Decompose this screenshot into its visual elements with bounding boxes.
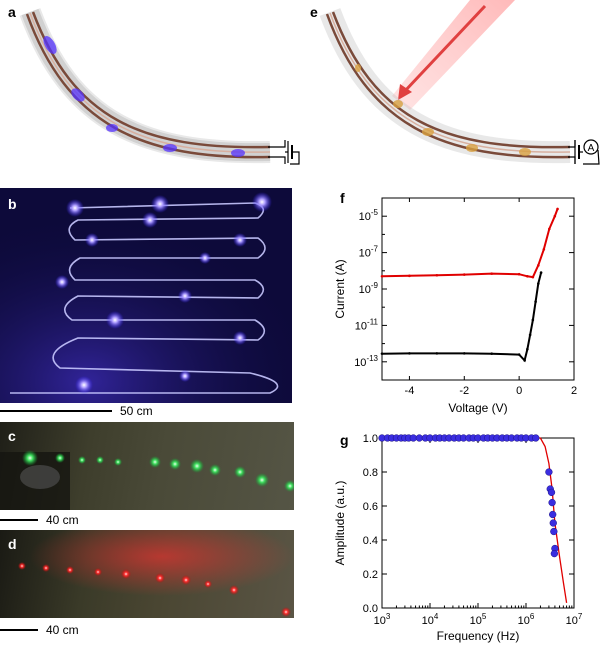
iv-series-1-point bbox=[528, 333, 532, 337]
iv-series-0-point bbox=[526, 274, 529, 278]
amplitude-chart: 103 104 105 106 107 0.0 0.2 0.4 0.6 0.8 1.0 Freque… bbox=[333, 433, 583, 643]
iv-series-1-point bbox=[435, 352, 439, 355]
amp-xlabel: Frequency (Hz) bbox=[437, 629, 520, 643]
panel-label-g: g bbox=[340, 432, 349, 448]
iv-series-1-point bbox=[531, 318, 535, 322]
green-glowing-points bbox=[22, 450, 294, 492]
amp-data-point bbox=[545, 468, 553, 476]
laser-arrow bbox=[402, 4, 487, 94]
amp-plot-frame bbox=[381, 437, 575, 609]
panel-b-photo bbox=[0, 188, 292, 403]
amp-xtick-label: 104 bbox=[422, 612, 439, 627]
iv-series-1-point bbox=[537, 282, 540, 285]
iv-series-1-point bbox=[517, 353, 521, 356]
iv-series-0-point bbox=[435, 273, 439, 277]
amp-ytick-label: 0.4 bbox=[363, 535, 378, 547]
scale-bar-b bbox=[0, 410, 112, 412]
ammeter-label: A bbox=[588, 143, 595, 154]
amp-ytick-label: 0.8 bbox=[363, 467, 378, 479]
amp-ytick-label: 0.0 bbox=[363, 603, 378, 615]
scale-bar-d bbox=[0, 629, 38, 631]
scale-label-b: 50 cm bbox=[120, 404, 153, 418]
yellow-spots bbox=[355, 64, 531, 156]
iv-series-0-point bbox=[380, 274, 384, 278]
iv-series-0-point bbox=[462, 273, 466, 276]
amp-ytick-label: 0.6 bbox=[363, 501, 378, 513]
iv-series-0-point bbox=[490, 272, 494, 275]
panel-label-f: f bbox=[340, 190, 345, 206]
ammeter-circuit-icon bbox=[568, 139, 600, 165]
iv-series-0-point bbox=[531, 275, 535, 279]
iv-xtick-label: -2 bbox=[459, 385, 469, 397]
iv-series-1-line bbox=[381, 272, 543, 363]
iv-series-0-line bbox=[381, 208, 559, 279]
scale-label-d: 40 cm bbox=[46, 623, 79, 637]
amp-data-point bbox=[548, 498, 556, 507]
iv-series-1-point bbox=[526, 347, 529, 351]
iv-xtick-label: 0 bbox=[516, 385, 522, 397]
iv-series-0-point bbox=[537, 264, 540, 267]
panel-d-photo bbox=[0, 530, 294, 618]
iv-series-0-point bbox=[556, 207, 559, 211]
panel-e-fiber-schematic: A bbox=[319, 0, 600, 165]
iv-series-1-point bbox=[490, 352, 494, 355]
amp-xtick-label: 107 bbox=[566, 612, 583, 627]
amp-data-point bbox=[549, 519, 557, 527]
amp-ylabel: Amplitude (a.u.) bbox=[333, 481, 347, 566]
iv-ytick-label: 10-13 bbox=[354, 354, 378, 369]
iv-ylabel: Current (A) bbox=[333, 259, 347, 318]
amp-fit-line bbox=[382, 437, 568, 604]
amp-data-point bbox=[549, 510, 557, 519]
glowing-points bbox=[55, 192, 272, 394]
panel-label-e: e bbox=[310, 4, 318, 20]
iv-ytick-label: 10-5 bbox=[359, 208, 379, 223]
iv-series-0-point bbox=[517, 272, 521, 276]
iv-series-0-point bbox=[553, 214, 557, 218]
iv-series-0-point bbox=[542, 248, 546, 251]
blue-light-spots bbox=[43, 35, 245, 157]
panel-label-c: c bbox=[8, 428, 16, 444]
amp-data-point bbox=[532, 434, 540, 442]
iv-series-1-point bbox=[523, 359, 526, 362]
iv-series-1-point bbox=[539, 271, 543, 274]
laser-beam bbox=[392, 0, 515, 110]
iv-ytick-label: 10-9 bbox=[359, 281, 379, 296]
amp-data-point bbox=[547, 488, 556, 497]
battery-circuit-icon bbox=[268, 140, 300, 165]
amp-ytick-label: 1.0 bbox=[363, 433, 378, 445]
red-glowing-points bbox=[18, 562, 291, 617]
iv-xtick-label: 2 bbox=[571, 385, 577, 397]
iv-series-0-point bbox=[408, 274, 411, 278]
iv-series-1-point bbox=[408, 352, 411, 355]
iv-series-0-point bbox=[548, 227, 551, 231]
panel-label-a: a bbox=[8, 4, 16, 20]
iv-xtick-label: -4 bbox=[405, 385, 415, 397]
iv-xlabel: Voltage (V) bbox=[448, 401, 507, 415]
iv-ytick-label: 10-11 bbox=[355, 317, 379, 332]
scale-label-c: 40 cm bbox=[46, 513, 79, 527]
amp-data-point bbox=[550, 549, 559, 558]
iv-chart: -4 -2 0 2 10-5 10-7 10-9 10-11 10-13 Voltage (V)… bbox=[333, 197, 577, 415]
amp-data-point bbox=[550, 527, 558, 536]
amp-ytick-label: 0.2 bbox=[363, 569, 378, 581]
amp-xtick-label: 106 bbox=[518, 612, 535, 627]
panel-label-b: b bbox=[8, 196, 17, 212]
scale-bar-c bbox=[0, 519, 38, 521]
panel-label-d: d bbox=[8, 536, 17, 552]
iv-ytick-label: 10-7 bbox=[359, 245, 379, 260]
iv-series-1-point bbox=[462, 352, 466, 355]
iv-series-1-point bbox=[534, 300, 537, 304]
panel-c-photo bbox=[0, 422, 294, 510]
amp-xtick-label: 103 bbox=[374, 612, 391, 627]
amp-xtick-label: 105 bbox=[470, 612, 487, 627]
iv-series-1-point bbox=[380, 352, 384, 355]
panel-a-fiber-schematic bbox=[19, 8, 300, 165]
